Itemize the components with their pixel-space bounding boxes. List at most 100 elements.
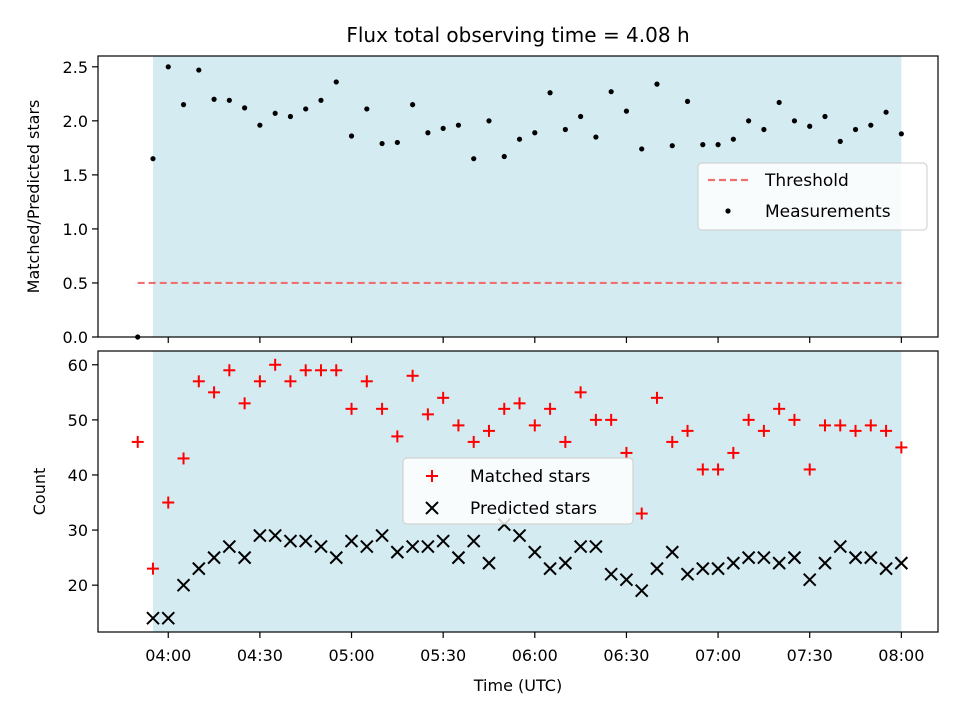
- matched-stars-point: [880, 424, 893, 437]
- matched-stars-point: [391, 430, 404, 443]
- predicted-stars-point: [268, 528, 282, 543]
- y-tick-label: 2.0: [63, 112, 88, 131]
- matched-stars-point: [192, 375, 205, 388]
- predicted-stars-point: [741, 550, 756, 565]
- measurements-point: [425, 130, 431, 136]
- measurements-point: [242, 105, 248, 111]
- matched-stars-point: [742, 413, 755, 426]
- y-tick-label: 2.5: [63, 58, 88, 77]
- predicted-stars-point: [528, 545, 542, 559]
- legend-ratio: Threshold Measurements: [697, 162, 928, 231]
- matched-stars-point: [544, 402, 557, 415]
- matched-stars-point: [330, 364, 343, 377]
- measurements-point: [746, 118, 752, 124]
- matched-stars-point: [574, 386, 587, 399]
- predicted-stars-point: [619, 572, 634, 587]
- panel-counts-ylabel: Count: [30, 468, 49, 516]
- measurements-point: [807, 123, 813, 129]
- predicted-stars-point: [421, 539, 435, 554]
- predicted-stars-point: [467, 534, 481, 548]
- matched-stars-point: [757, 424, 770, 437]
- measurements-point: [287, 113, 294, 120]
- matched-stars-point: [650, 391, 663, 404]
- y-tick-label: 50: [68, 411, 88, 430]
- predicted-stars-point: [237, 550, 252, 565]
- measurements-point: [562, 126, 568, 133]
- matched-stars-point: [299, 364, 312, 377]
- predicted-stars-point: [680, 567, 695, 581]
- measurements-point: [639, 146, 645, 152]
- y-tick-label: 60: [68, 356, 88, 375]
- predicted-stars-point: [879, 561, 893, 576]
- predicted-stars-point: [146, 611, 160, 625]
- measurements-point: [257, 122, 263, 128]
- panel-ratio: 0.0 0.5 1.0 1.5 2.0 2.5 Matched/Predicted sta…: [24, 55, 939, 347]
- predicted-stars-point: [314, 539, 328, 554]
- matched-stars-point: [666, 435, 679, 448]
- legend-counts-box: [402, 457, 634, 525]
- legend-counts: Matched stars Predicted stars: [402, 457, 634, 525]
- x-tick-label: 04:30: [237, 646, 283, 665]
- predicted-stars-point: [833, 539, 847, 554]
- matched-stars-point: [406, 369, 419, 382]
- matched-stars-point: [467, 435, 480, 448]
- matched-stars-point: [146, 562, 159, 575]
- matched-stars-point: [437, 391, 450, 404]
- predicted-stars-point: [696, 561, 710, 576]
- predicted-stars-point: [635, 583, 649, 598]
- matched-stars-point: [895, 441, 908, 454]
- panel-counts-frame: [97, 350, 939, 633]
- matched-stars-point: [238, 397, 251, 410]
- y-tick-label: 0.5: [63, 274, 88, 293]
- measurements-point: [394, 139, 400, 146]
- matched-stars-point: [345, 402, 358, 415]
- predicted-stars-point: [375, 528, 389, 543]
- predicted-stars-point: [344, 534, 359, 548]
- predicted-stars-point: [207, 550, 221, 565]
- measurements-point: [150, 156, 156, 162]
- matched-stars-point: [360, 375, 373, 388]
- measurements-point: [730, 136, 736, 142]
- measurements-point: [684, 98, 691, 104]
- measurements-point: [410, 102, 416, 108]
- y-tick-label: 1.0: [63, 220, 88, 239]
- matched-stars-point: [452, 419, 465, 432]
- matched-stars-point: [223, 364, 236, 377]
- legend-measurements-label: Measurements: [765, 202, 891, 222]
- measurements-point: [852, 126, 859, 133]
- measurements-point: [715, 142, 721, 148]
- legend-matched-swatch: [426, 470, 438, 482]
- predicted-stars-point: [436, 534, 450, 548]
- measurements-point: [211, 96, 217, 102]
- measurements-point: [608, 89, 614, 95]
- x-tick-label: 08:00: [878, 646, 924, 665]
- matched-stars-point: [589, 413, 602, 426]
- predicted-stars-point: [176, 578, 191, 592]
- matched-stars-point: [177, 452, 190, 465]
- predicted-stars-point: [589, 539, 603, 554]
- measurements-point: [318, 97, 324, 103]
- measurements-point: [516, 136, 523, 142]
- measurements-point: [700, 142, 706, 148]
- matched-stars-point: [253, 375, 266, 388]
- measurements-point: [333, 79, 339, 85]
- predicted-stars-point: [726, 556, 741, 570]
- measurements-point: [379, 140, 385, 147]
- measurements-point: [303, 106, 309, 112]
- predicted-stars-point: [482, 556, 496, 570]
- predicted-stars-point: [665, 545, 679, 559]
- legend-ratio-box: [697, 162, 928, 231]
- panel-counts: 20 30 40 50 60 04:00 04:30 05:00 05:30 06:00 06:3…: [30, 350, 939, 665]
- measurements-point: [486, 118, 492, 124]
- matched-stars-point: [864, 419, 877, 432]
- matched-stars-point: [696, 463, 709, 476]
- matched-stars-point: [803, 463, 816, 476]
- matched-stars-point: [208, 386, 221, 399]
- x-tick-label: 05:30: [420, 646, 466, 665]
- measurements-point: [791, 118, 798, 124]
- panel-ratio-ylabel: Matched/Predicted stars: [24, 100, 43, 294]
- legend-matched-label: Matched stars: [470, 467, 590, 487]
- predicted-stars-point: [573, 539, 588, 554]
- matched-stars-point: [788, 413, 801, 426]
